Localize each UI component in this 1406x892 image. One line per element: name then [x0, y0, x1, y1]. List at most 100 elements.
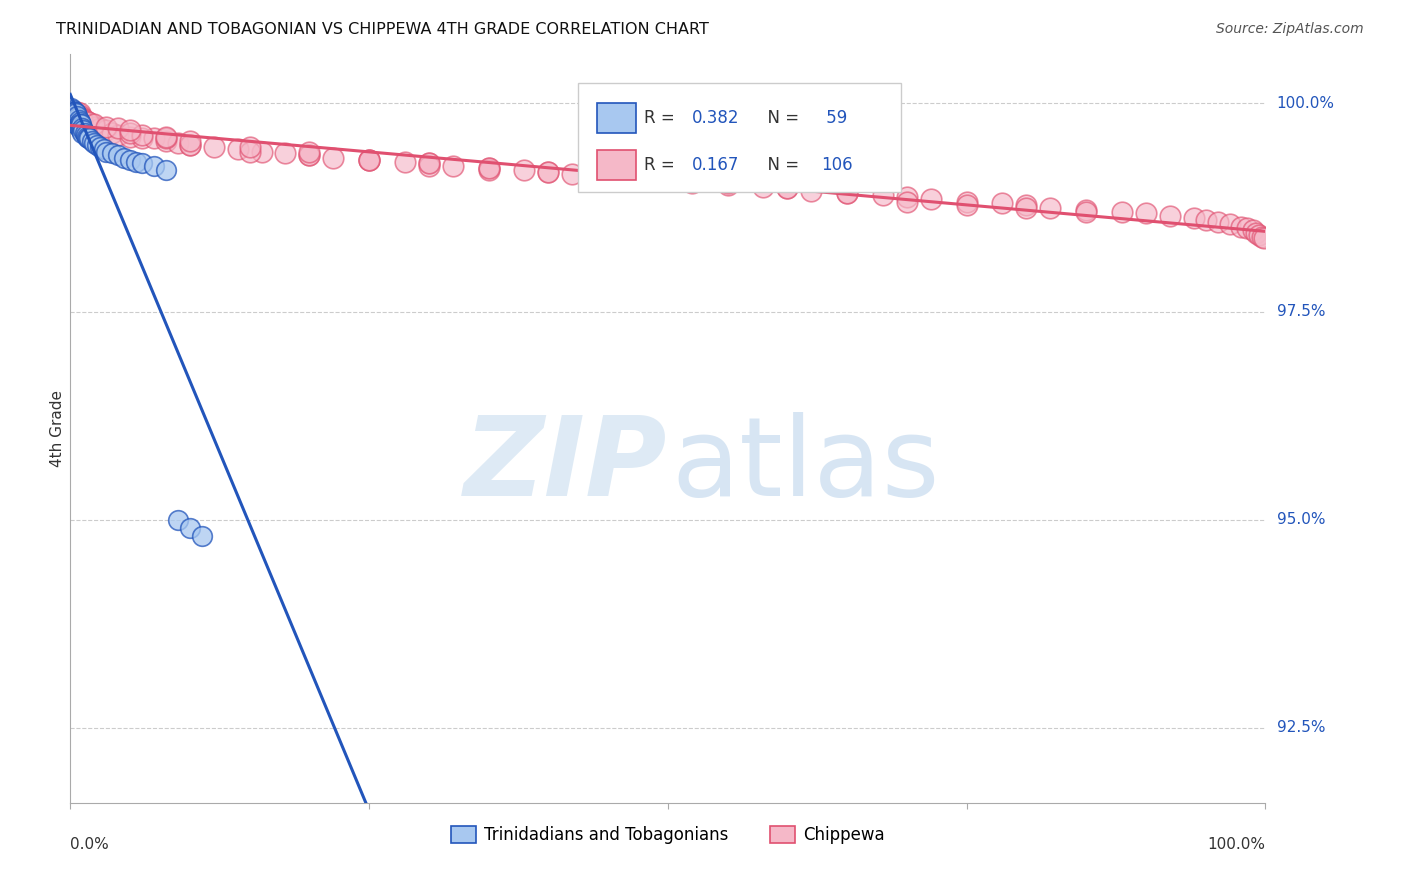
Point	[166, 513, 188, 527]
Point	[418, 156, 440, 170]
Point	[69, 117, 91, 131]
Point	[1159, 209, 1181, 223]
Point	[60, 104, 83, 119]
Point	[73, 113, 96, 128]
Point	[1249, 227, 1271, 242]
Point	[65, 109, 87, 123]
Point	[131, 128, 153, 142]
Point	[1236, 221, 1258, 235]
Point	[478, 161, 501, 176]
Point	[179, 138, 201, 153]
Point	[63, 112, 86, 126]
Point	[143, 159, 166, 173]
Point	[1243, 223, 1265, 237]
Text: N =: N =	[758, 109, 804, 127]
Point	[112, 151, 135, 165]
Point	[83, 117, 105, 131]
Point	[60, 101, 83, 115]
Point	[63, 106, 86, 120]
Point	[60, 106, 83, 120]
Point	[131, 156, 153, 170]
Point	[179, 138, 201, 153]
Point	[359, 153, 381, 167]
Point	[441, 159, 464, 173]
Point	[60, 104, 83, 119]
Point	[418, 159, 440, 173]
Point	[1206, 215, 1229, 229]
Point	[65, 112, 87, 126]
Point	[80, 134, 103, 148]
Point	[1076, 202, 1098, 217]
Point	[537, 165, 560, 179]
Point	[120, 129, 141, 144]
Point	[1076, 204, 1098, 219]
Point	[837, 186, 859, 201]
Point	[956, 194, 979, 209]
Point	[1195, 213, 1218, 227]
Point	[69, 106, 91, 120]
Point	[1253, 231, 1275, 245]
Point	[66, 115, 89, 129]
Point	[65, 117, 87, 131]
Point	[107, 148, 129, 162]
Point	[63, 109, 86, 123]
Point	[101, 146, 124, 161]
Point	[561, 167, 583, 181]
Text: Source: ZipAtlas.com: Source: ZipAtlas.com	[1216, 22, 1364, 37]
Point	[1015, 198, 1038, 212]
Point	[70, 123, 93, 137]
Point	[63, 112, 86, 126]
Text: 95.0%: 95.0%	[1277, 512, 1324, 527]
Point	[107, 121, 129, 136]
Point	[681, 176, 703, 190]
Point	[872, 188, 894, 202]
Point	[125, 154, 148, 169]
Point	[62, 109, 84, 123]
Text: 0.0%: 0.0%	[70, 837, 110, 852]
Point	[96, 123, 117, 137]
Point	[63, 109, 86, 123]
Text: R =: R =	[644, 156, 681, 174]
Text: atlas: atlas	[672, 412, 941, 519]
FancyBboxPatch shape	[598, 151, 636, 180]
Point	[537, 165, 560, 179]
Point	[67, 117, 90, 131]
Point	[107, 128, 129, 142]
Point	[73, 126, 96, 140]
Point	[63, 104, 86, 119]
Point	[776, 181, 799, 195]
Text: R =: R =	[644, 109, 681, 127]
Point	[1135, 206, 1157, 220]
Text: 0.382: 0.382	[692, 109, 740, 127]
Legend: Trinidadians and Tobagonians, Chippewa: Trinidadians and Tobagonians, Chippewa	[444, 819, 891, 851]
Point	[93, 142, 115, 156]
Point	[155, 131, 177, 145]
Text: N =: N =	[758, 156, 804, 174]
Point	[67, 120, 90, 134]
Point	[896, 194, 918, 209]
Point	[66, 104, 89, 119]
Point	[1111, 204, 1133, 219]
Point	[63, 109, 86, 123]
Point	[1182, 211, 1205, 226]
Text: 100.0%: 100.0%	[1208, 837, 1265, 852]
Point	[77, 115, 100, 129]
Point	[83, 120, 105, 134]
Point	[478, 161, 501, 176]
Point	[717, 178, 740, 192]
Point	[62, 106, 84, 120]
Point	[66, 109, 89, 123]
Point	[63, 104, 86, 119]
Point	[166, 136, 188, 151]
Point	[120, 153, 141, 167]
Point	[62, 104, 84, 119]
Point	[77, 131, 100, 145]
Point	[70, 113, 93, 128]
Point	[202, 140, 225, 154]
Point	[72, 123, 94, 137]
Point	[155, 134, 177, 148]
Point	[179, 134, 201, 148]
Point	[69, 112, 91, 126]
Point	[63, 106, 86, 120]
Point	[657, 173, 679, 187]
